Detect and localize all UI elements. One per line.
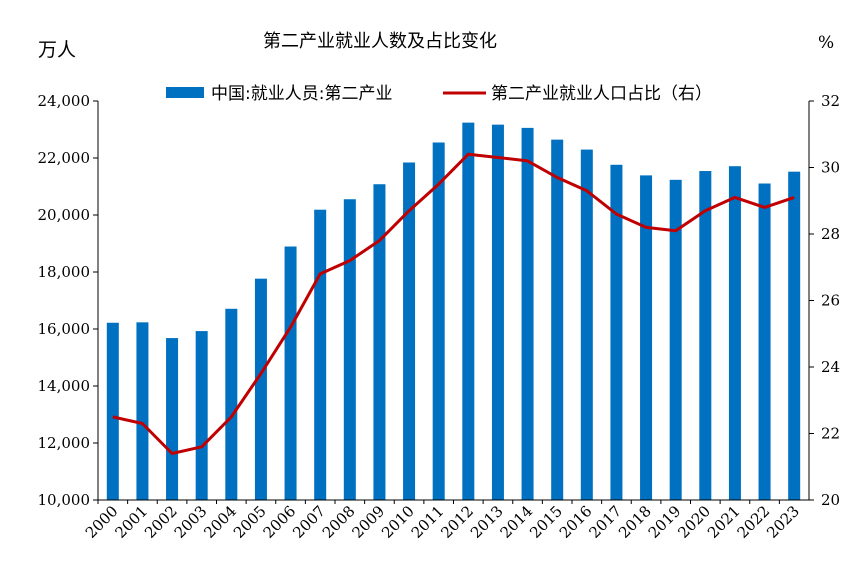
left-axis: 10,000 12,000 14,000 16,000 18,000 20,000 22,0…	[38, 92, 99, 509]
bar-2023	[788, 171, 801, 500]
bar-2021	[728, 166, 741, 500]
bar-2005	[254, 278, 267, 500]
x-tick-label: 2004	[200, 502, 240, 542]
bar-2002	[166, 338, 179, 500]
x-tick-label: 2016	[556, 502, 596, 542]
bar-2020	[699, 171, 712, 500]
bar-2001	[136, 322, 149, 500]
right-tick-label: 32	[821, 92, 840, 110]
bar-2019	[669, 179, 682, 500]
bar-2016	[580, 149, 593, 500]
bar-2022	[758, 183, 771, 500]
right-tick-label: 20	[821, 491, 840, 509]
left-tick-label: 16,000	[38, 320, 91, 338]
x-tick-label: 2021	[704, 502, 744, 542]
bar-2000	[106, 322, 119, 500]
x-tick-label: 2011	[408, 502, 448, 542]
x-tick-label: 2019	[645, 502, 685, 542]
legend-line-label: 第二产业就业人口占比（右）	[491, 84, 712, 104]
bar-2004	[225, 308, 238, 500]
x-tick-label: 2020	[674, 502, 714, 542]
x-tick-label: 2006	[260, 502, 300, 542]
right-tick-label: 28	[821, 225, 840, 243]
bar-2003	[195, 331, 208, 500]
left-tick-label: 18,000	[38, 263, 91, 281]
bar-2012	[462, 122, 475, 500]
x-tick-label: 2015	[526, 502, 566, 542]
x-tick-label: 2005	[230, 502, 270, 542]
x-tick-label: 2001	[112, 502, 152, 542]
x-tick-label: 2008	[319, 502, 359, 542]
x-tick-label: 2013	[467, 502, 507, 542]
x-tick-label: 2023	[763, 502, 803, 542]
x-tick-label: 2012	[437, 502, 477, 542]
right-tick-label: 30	[821, 159, 840, 177]
right-axis-unit: %	[818, 33, 834, 53]
right-axis: 20 22 24 26 28 30 32	[808, 92, 840, 509]
x-tick-label: 2018	[615, 502, 655, 542]
left-tick-label: 24,000	[38, 92, 91, 110]
left-tick-label: 20,000	[38, 206, 91, 224]
right-tick-label: 24	[821, 358, 840, 376]
x-tick-label: 2007	[289, 502, 329, 542]
bar-2018	[640, 175, 653, 500]
legend-bar-swatch	[166, 87, 204, 98]
x-axis: 2000200120022003200420052006200720082009…	[82, 499, 809, 542]
bar-2009	[373, 184, 386, 500]
bar-2010	[403, 162, 416, 501]
x-tick-label: 2003	[171, 502, 211, 542]
bar-2014	[521, 127, 534, 501]
x-tick-label: 2010	[378, 502, 418, 542]
bar-2013	[491, 124, 504, 500]
right-tick-label: 26	[821, 292, 840, 310]
left-tick-label: 10,000	[38, 491, 91, 509]
legend: 中国:就业人员:第二产业 第二产业就业人口占比（右）	[166, 84, 712, 104]
legend-bar-label: 中国:就业人员:第二产业	[211, 84, 392, 104]
bar-2015	[551, 139, 564, 500]
bar-series	[106, 122, 801, 501]
bar-2008	[343, 199, 356, 500]
x-tick-label: 2002	[141, 502, 181, 542]
x-tick-label: 2017	[586, 502, 626, 542]
left-tick-label: 14,000	[38, 377, 91, 395]
chart-title: 第二产业就业人数及占比变化	[263, 31, 497, 52]
bar-2007	[314, 209, 327, 500]
bar-2006	[284, 246, 297, 500]
left-tick-label: 12,000	[38, 434, 91, 452]
left-tick-label: 22,000	[38, 149, 91, 167]
left-axis-unit: 万人	[38, 39, 76, 61]
bar-2017	[610, 164, 623, 500]
right-tick-label: 22	[821, 425, 840, 443]
x-tick-label: 2014	[497, 502, 537, 542]
x-tick-label: 2009	[349, 502, 389, 542]
bar-2011	[432, 142, 445, 500]
x-tick-label: 2022	[734, 502, 774, 542]
line-series	[112, 152, 795, 455]
